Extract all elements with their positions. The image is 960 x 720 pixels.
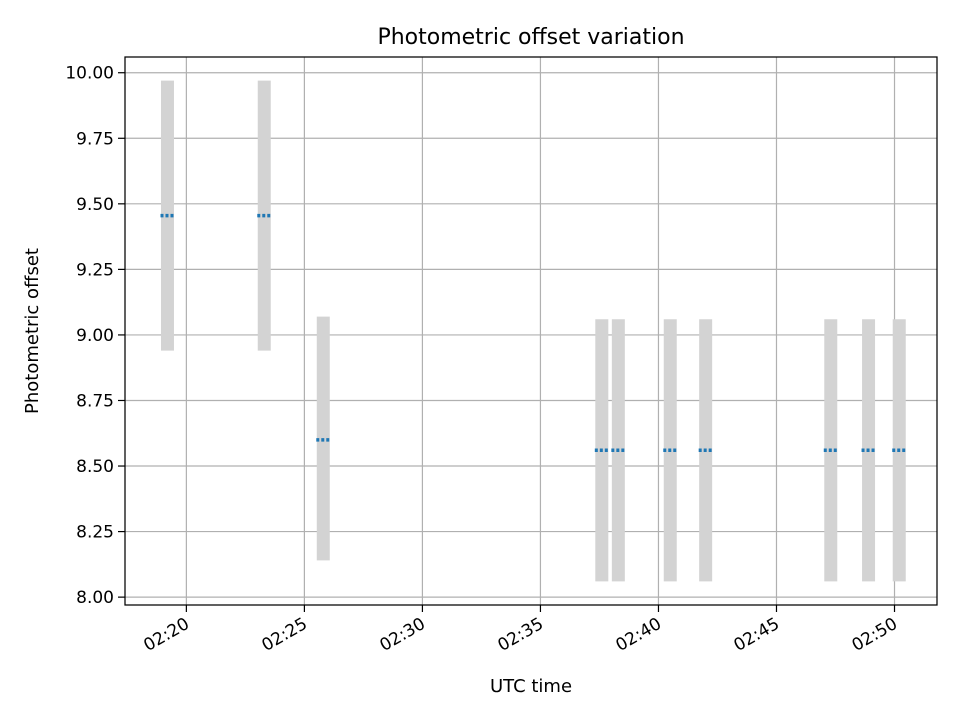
y-tick-label: 8.25 xyxy=(76,523,114,543)
y-tick-label: 8.00 xyxy=(76,588,114,608)
y-tick-label: 10.00 xyxy=(65,64,114,84)
chart-title: Photometric offset variation xyxy=(377,25,684,50)
plot-area xyxy=(125,57,937,605)
y-axis-label: Photometric offset xyxy=(22,248,43,414)
y-tick-label: 8.50 xyxy=(76,457,114,477)
data-points xyxy=(160,213,907,453)
y-tick-label: 9.50 xyxy=(76,195,114,215)
y-tick-label: 9.75 xyxy=(76,129,114,149)
y-tick-label: 8.75 xyxy=(76,391,114,411)
plot-frame xyxy=(124,56,938,606)
y-tick-label: 9.25 xyxy=(76,260,114,280)
y-tick-label: 9.00 xyxy=(76,326,114,346)
grid xyxy=(125,57,937,605)
x-axis-label: UTC time xyxy=(490,676,572,697)
